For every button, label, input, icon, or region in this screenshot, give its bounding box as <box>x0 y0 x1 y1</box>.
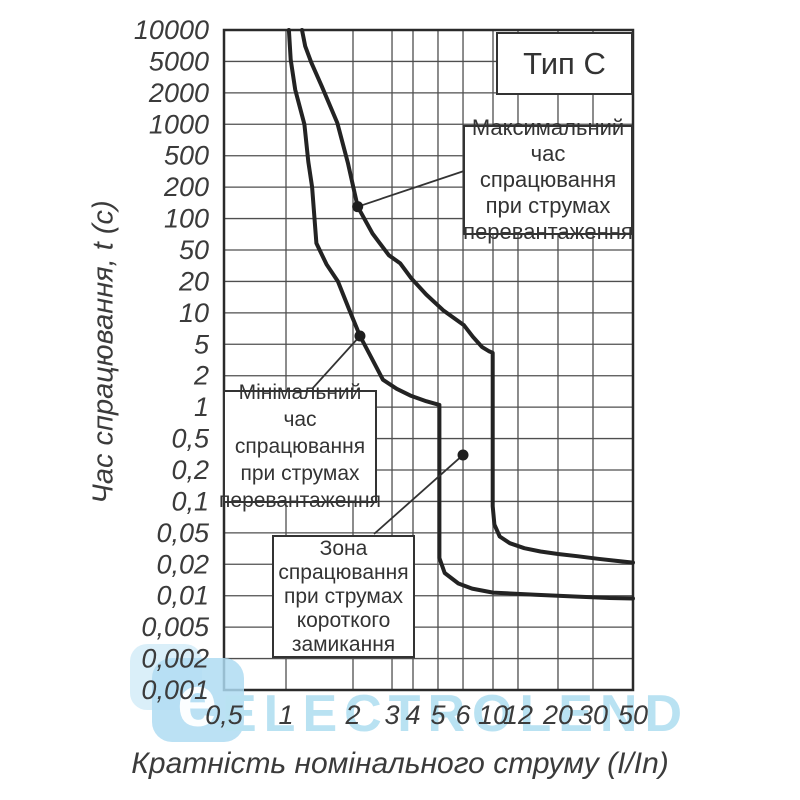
y-tick-label: 5 <box>194 329 210 359</box>
annotation-short-circuit-zone: Зона спрацювання при струмах короткого з… <box>272 535 415 658</box>
x-tick-label: 3 <box>385 700 400 730</box>
y-tick-label: 0,001 <box>141 675 209 705</box>
leader-line <box>311 335 361 390</box>
plot-border <box>222 28 635 692</box>
x-axis-title: Кратність номінального струму (I/In) <box>131 747 669 780</box>
min-trip-curve <box>286 28 635 601</box>
plot-frame <box>222 28 635 692</box>
trip-curves <box>286 28 635 601</box>
x-tick-label: 20 <box>542 700 573 730</box>
x-tick-label: 6 <box>456 700 472 730</box>
leader-line <box>357 170 465 208</box>
annotation-markers <box>311 170 469 535</box>
y-tick-label: 1 <box>194 392 209 422</box>
x-tick-label: 1 <box>278 700 293 730</box>
y-tick-label: 100 <box>164 204 209 234</box>
y-tick-label: 0,2 <box>171 455 209 485</box>
y-tick-label: 0,02 <box>156 549 209 579</box>
y-tick-label: 0,002 <box>141 644 209 674</box>
watermark: e ELECTROLEND <box>130 644 689 743</box>
y-tick-label: 200 <box>163 172 209 202</box>
x-tick-label: 5 <box>430 700 446 730</box>
y-axis-title: Час спрацювання, t (с) <box>87 200 120 504</box>
y-tick-label: 0,01 <box>156 581 209 611</box>
y-tick-label: 5000 <box>149 46 209 76</box>
y-tick-label: 0,05 <box>156 518 210 548</box>
y-tick-label: 500 <box>164 141 209 171</box>
max-trip-curve <box>300 28 635 565</box>
watermark-text: ELECTROLEND <box>222 685 689 743</box>
tick-labels: 100005000200010005002001005020105210,50,… <box>134 15 648 730</box>
annotation-dot <box>352 201 364 213</box>
y-tick-label: 2000 <box>148 78 209 108</box>
y-tick-label: 0,1 <box>171 486 209 516</box>
annotation-min-trip-time: Мінімальний час спрацювання при струмах … <box>219 381 381 512</box>
annotation-dot <box>457 449 469 461</box>
y-tick-label: 10 <box>179 298 209 328</box>
watermark-logo-square <box>152 658 244 742</box>
y-tick-label: 20 <box>178 266 209 296</box>
y-tick-label: 2 <box>193 361 209 391</box>
y-tick-label: 0,5 <box>171 424 210 454</box>
annotation-dot <box>354 330 366 342</box>
y-tick-label: 1000 <box>149 109 209 139</box>
x-tick-label: 0,5 <box>205 700 244 730</box>
y-tick-label: 10000 <box>134 15 209 45</box>
x-tick-label: 2 <box>344 700 360 730</box>
x-tick-label: 30 <box>578 700 608 730</box>
leader-line <box>373 454 464 535</box>
chart-type-label: Тип С <box>496 32 633 95</box>
y-tick-label: 50 <box>179 235 209 265</box>
x-tick-label: 10 <box>478 700 508 730</box>
watermark-logo-letter: e <box>177 662 217 742</box>
x-tick-label: 12 <box>503 700 533 730</box>
x-tick-label: 50 <box>618 700 648 730</box>
y-tick-label: 0,005 <box>141 612 210 642</box>
x-tick-label: 4 <box>405 700 420 730</box>
annotation-max-trip-time: Максимальний час спрацювання при струмах… <box>463 115 633 244</box>
